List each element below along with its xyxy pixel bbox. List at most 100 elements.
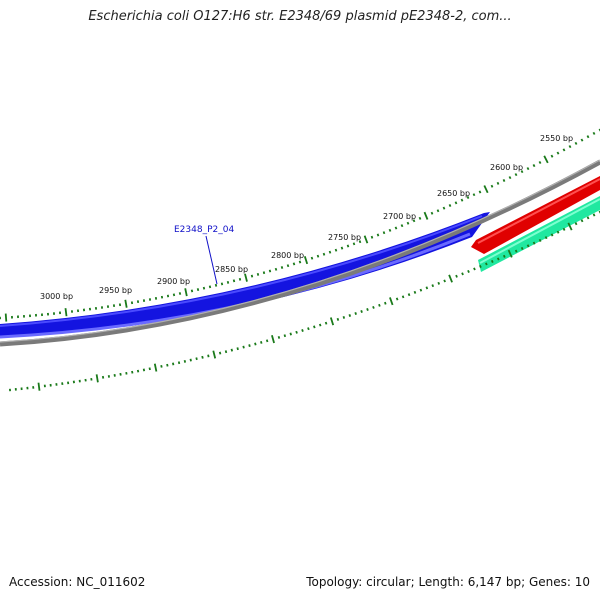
tick-label: 2750 bp: [328, 233, 361, 242]
tick-label: 3000 bp: [40, 292, 73, 301]
inner-major-tick: [153, 363, 158, 372]
inner-minor-tick: [336, 317, 340, 321]
outer-minor-tick: [526, 167, 530, 171]
outer-minor-tick: [352, 242, 356, 246]
outer-minor-tick: [286, 264, 290, 268]
gene-arrow-reverse-green[interactable]: [478, 196, 600, 272]
backbone-ring: [0, 159, 600, 347]
outer-major-tick: [4, 313, 8, 322]
tick-label: 2900 bp: [157, 277, 190, 286]
tick-label: 2650 bp: [437, 189, 470, 198]
inner-minor-tick: [473, 267, 476, 271]
inner-minor-tick: [236, 347, 239, 351]
outer-minor-tick: [520, 170, 524, 174]
inner-minor-tick: [437, 281, 441, 285]
summary-text: Topology: circular; Length: 6,147 bp; Ge…: [306, 575, 590, 589]
tick-labels: 2550 bp 2600 bp 2650 bp 2700 bp 2750 bp 2800 …: [40, 134, 573, 301]
inner-minor-tick: [242, 345, 245, 349]
inner-major-tick: [95, 374, 99, 383]
outer-minor-tick: [442, 206, 446, 210]
outer-minor-tick: [538, 160, 542, 165]
outer-minor-tick: [316, 254, 320, 258]
inner-minor-tick: [562, 227, 566, 231]
tick-label: 2800 bp: [271, 251, 304, 260]
inner-minor-tick: [490, 259, 494, 263]
outer-tick-ring: [0, 128, 600, 322]
outer-major-tick: [483, 185, 489, 194]
outer-minor-tick: [310, 256, 314, 260]
outer-minor-tick: [220, 282, 224, 286]
inner-minor-tick: [136, 369, 140, 373]
outer-minor-tick: [532, 163, 536, 168]
inner-minor-tick: [142, 368, 146, 372]
outer-minor-tick: [268, 269, 272, 273]
outer-minor-tick: [592, 131, 596, 135]
inner-minor-tick: [224, 350, 228, 354]
outer-minor-tick: [334, 248, 338, 252]
outer-minor-tick: [388, 228, 392, 232]
inner-minor-tick: [277, 335, 281, 339]
inner-minor-tick: [544, 236, 548, 240]
tick-label: 2850 bp: [215, 265, 248, 274]
forward-gene-arrow[interactable]: [0, 212, 490, 338]
inner-minor-tick: [195, 357, 198, 361]
inner-minor-tick: [384, 301, 387, 305]
inner-minor-tick: [550, 233, 554, 237]
outer-minor-tick: [172, 293, 176, 297]
outer-minor-tick: [508, 176, 512, 180]
outer-minor-tick: [256, 272, 260, 276]
inner-minor-tick: [172, 362, 175, 366]
inner-minor-tick: [283, 334, 287, 338]
inner-minor-tick: [177, 361, 181, 365]
outer-minor-tick: [190, 289, 194, 293]
inner-major-tick: [329, 317, 335, 326]
outer-minor-tick: [436, 209, 440, 213]
inner-minor-tick: [586, 216, 590, 220]
gene-label-leader: [205, 235, 218, 285]
outer-minor-tick: [262, 271, 266, 275]
inner-minor-tick: [201, 355, 204, 359]
gene-arrow-reverse-red[interactable]: [471, 176, 600, 254]
outer-major-tick: [543, 155, 549, 164]
outer-minor-tick: [400, 224, 404, 228]
inner-minor-tick: [425, 286, 429, 290]
backbone-ring-highlight: [0, 159, 600, 343]
outer-minor-tick: [370, 235, 374, 239]
inner-minor-tick: [407, 293, 411, 297]
outer-major-tick: [124, 299, 128, 308]
inner-minor-tick: [526, 244, 530, 248]
inner-major-tick: [448, 274, 453, 283]
outer-minor-tick: [586, 135, 590, 139]
map-title: Escherichia coli O127:H6 str. E2348/69 p…: [88, 9, 512, 24]
outer-major-tick: [423, 211, 429, 220]
outer-minor-tick: [274, 267, 278, 271]
inner-minor-tick: [166, 363, 169, 367]
outer-minor-tick: [322, 252, 326, 256]
inner-minor-tick: [342, 316, 346, 319]
inner-minor-tick: [556, 230, 560, 234]
inner-minor-tick: [313, 325, 316, 329]
inner-minor-tick: [467, 269, 470, 273]
inner-minor-tick: [207, 354, 210, 358]
tick-label: 2950 bp: [99, 286, 132, 295]
inner-minor-tick: [413, 290, 417, 294]
tick-label: 2700 bp: [383, 212, 416, 221]
outer-minor-tick: [418, 216, 422, 220]
inner-minor-tick: [592, 213, 596, 217]
outer-minor-tick: [376, 233, 380, 237]
outer-major-tick: [244, 273, 248, 282]
inner-minor-tick: [455, 274, 458, 278]
outer-minor-tick: [340, 246, 344, 250]
tick-label: 2600 bp: [490, 163, 523, 172]
inner-minor-tick: [479, 264, 482, 268]
outer-minor-tick: [232, 279, 236, 283]
outer-minor-tick: [382, 231, 386, 235]
inner-minor-tick: [580, 219, 584, 223]
inner-minor-tick: [289, 332, 292, 336]
outer-major-tick: [303, 256, 309, 265]
gene-label-e2348-p2-04[interactable]: E2348_P2_04: [174, 225, 234, 235]
outer-minor-tick: [490, 184, 494, 188]
inner-minor-tick: [301, 329, 304, 332]
outer-minor-tick: [214, 283, 218, 287]
